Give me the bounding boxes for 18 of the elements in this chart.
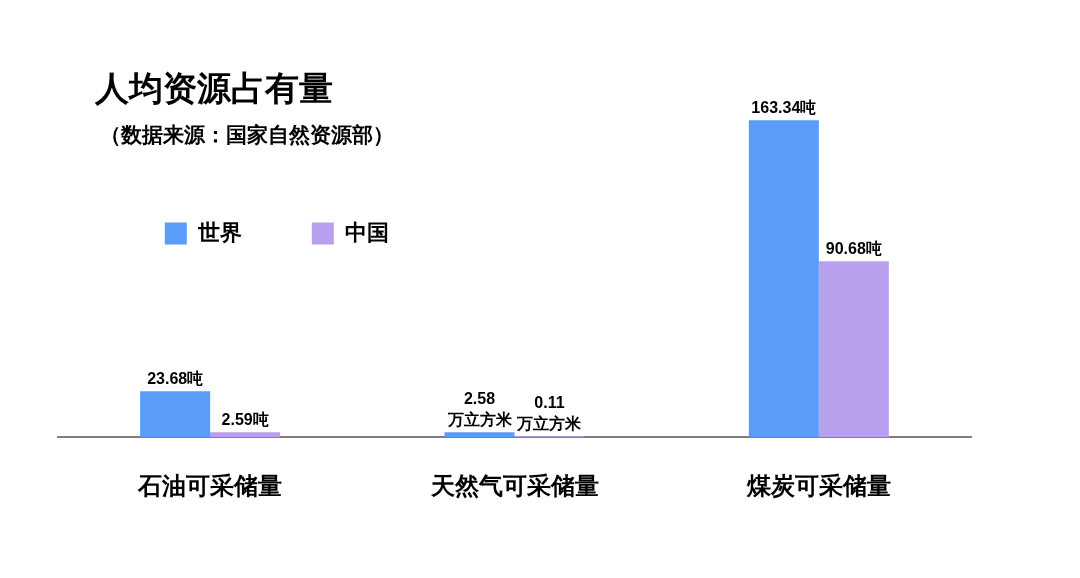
legend-label: 中国 [344, 219, 389, 245]
chart-title: 人均资源占有量 [95, 68, 333, 109]
bar [748, 120, 819, 438]
data-label: 90.68吨 [825, 240, 882, 258]
x-tick-label: 煤炭可采储量 [745, 472, 891, 500]
data-label: 2.59吨 [221, 411, 269, 429]
bar [444, 432, 515, 438]
chart-subtitle: （数据来源：国家自然资源部） [100, 122, 394, 148]
data-label: 0.11 万立方米 [516, 394, 583, 433]
legend-label: 世界 [196, 219, 242, 245]
data-label: 23.68吨 [147, 370, 204, 388]
x-tick-label: 天然气可采储量 [429, 472, 599, 500]
bar [140, 391, 211, 438]
data-label: 2.58 万立方米 [446, 390, 513, 429]
data-label: 163.34吨 [751, 99, 817, 117]
bar [818, 261, 889, 438]
bar [210, 432, 281, 438]
x-tick-label: 石油可采储量 [137, 472, 283, 500]
